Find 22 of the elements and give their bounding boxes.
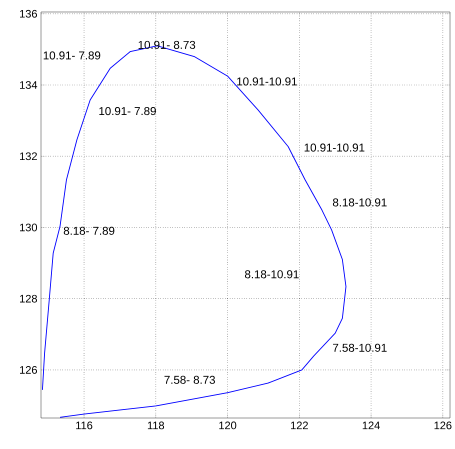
x-tick-label: 126 (434, 422, 452, 430)
annotation: 10.91- 7.89 (44, 51, 100, 60)
y-tick-label: 134 (20, 81, 38, 89)
annotation: 8.18-10.91 (244, 270, 299, 278)
y-tick-label: 126 (20, 366, 37, 374)
x-tick-label: 124 (362, 422, 380, 430)
annotation: 10.91- 7.89 (99, 107, 156, 116)
y-tick-label: 136 (20, 10, 37, 18)
y-tick-label: 130 (20, 224, 38, 232)
annotation: 7.58- 8.73 (164, 376, 215, 384)
x-tick-label: 122 (291, 422, 308, 430)
annotation: 10.91- 8.73 (138, 40, 196, 49)
y-tick-label: 128 (20, 294, 37, 303)
annotation: 10.91-10.91 (237, 77, 297, 86)
y-tick-label: 132 (20, 152, 37, 160)
annotation: 7.58-10.91 (333, 344, 387, 352)
x-tick-label: 120 (219, 422, 236, 430)
annotation: 8.18- 7.89 (64, 226, 114, 235)
annotation: 8.18-10.91 (332, 198, 387, 206)
x-tick-label: 118 (148, 422, 164, 430)
x-tick-label: 116 (76, 422, 92, 430)
annotation: 10.91-10.91 (304, 144, 364, 152)
